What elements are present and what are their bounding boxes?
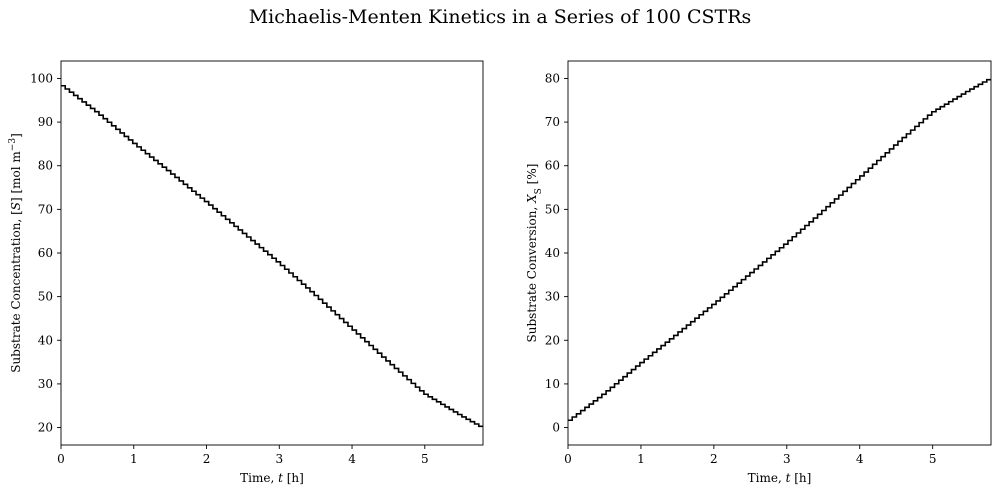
y-tick-label: 0 [552,421,560,435]
y-tick-label: 80 [545,71,560,85]
y-tick-label: 30 [545,290,560,304]
y-axis-label: Substrate Conversion, XS [%] [525,164,544,343]
x-tick-label: 3 [275,452,283,466]
y-tick-label: 80 [38,159,53,173]
x-tick-label: 1 [130,452,138,466]
y-tick-label: 60 [38,246,53,260]
x-tick-label: 4 [856,452,864,466]
x-tick-label: 5 [421,452,429,466]
y-axis-label: Substrate Concentration, [S] [mol m−3] [8,133,23,373]
y-tick-label: 10 [545,377,560,391]
x-axis-label: Time, t [h] [240,471,304,485]
x-tick-label: 0 [564,452,572,466]
y-tick-label: 40 [38,333,53,347]
x-tick-label: 3 [783,452,791,466]
x-tick-label: 2 [710,452,718,466]
step-line-series [61,84,483,428]
y-tick-label: 90 [38,115,53,129]
y-tick-label: 40 [545,246,560,260]
x-tick-label: 1 [637,452,645,466]
x-tick-label: 4 [348,452,356,466]
x-axis-label: Time, t [h] [748,471,812,485]
y-tick-label: 100 [30,71,53,85]
y-tick-label: 50 [38,290,53,304]
x-tick-label: 0 [57,452,65,466]
step-line-series [568,78,991,422]
y-tick-label: 70 [38,202,53,216]
chart-panel-1: 0 1 2 3 4 5 20 30 40 50 60 70 80 90 100 Time, t [h] Subs… [8,60,484,485]
y-tick-label: 70 [545,115,560,129]
y-tick-label: 20 [545,333,560,347]
y-tick-label: 20 [38,421,53,435]
y-tick-label: 50 [545,202,560,216]
figure-title: Michaelis-Menten Kinetics in a Series of… [248,6,752,28]
y-tick-label: 30 [38,377,53,391]
y-tick-label: 60 [545,159,560,173]
x-tick-label: 5 [929,452,937,466]
x-tick-label: 2 [203,452,211,466]
